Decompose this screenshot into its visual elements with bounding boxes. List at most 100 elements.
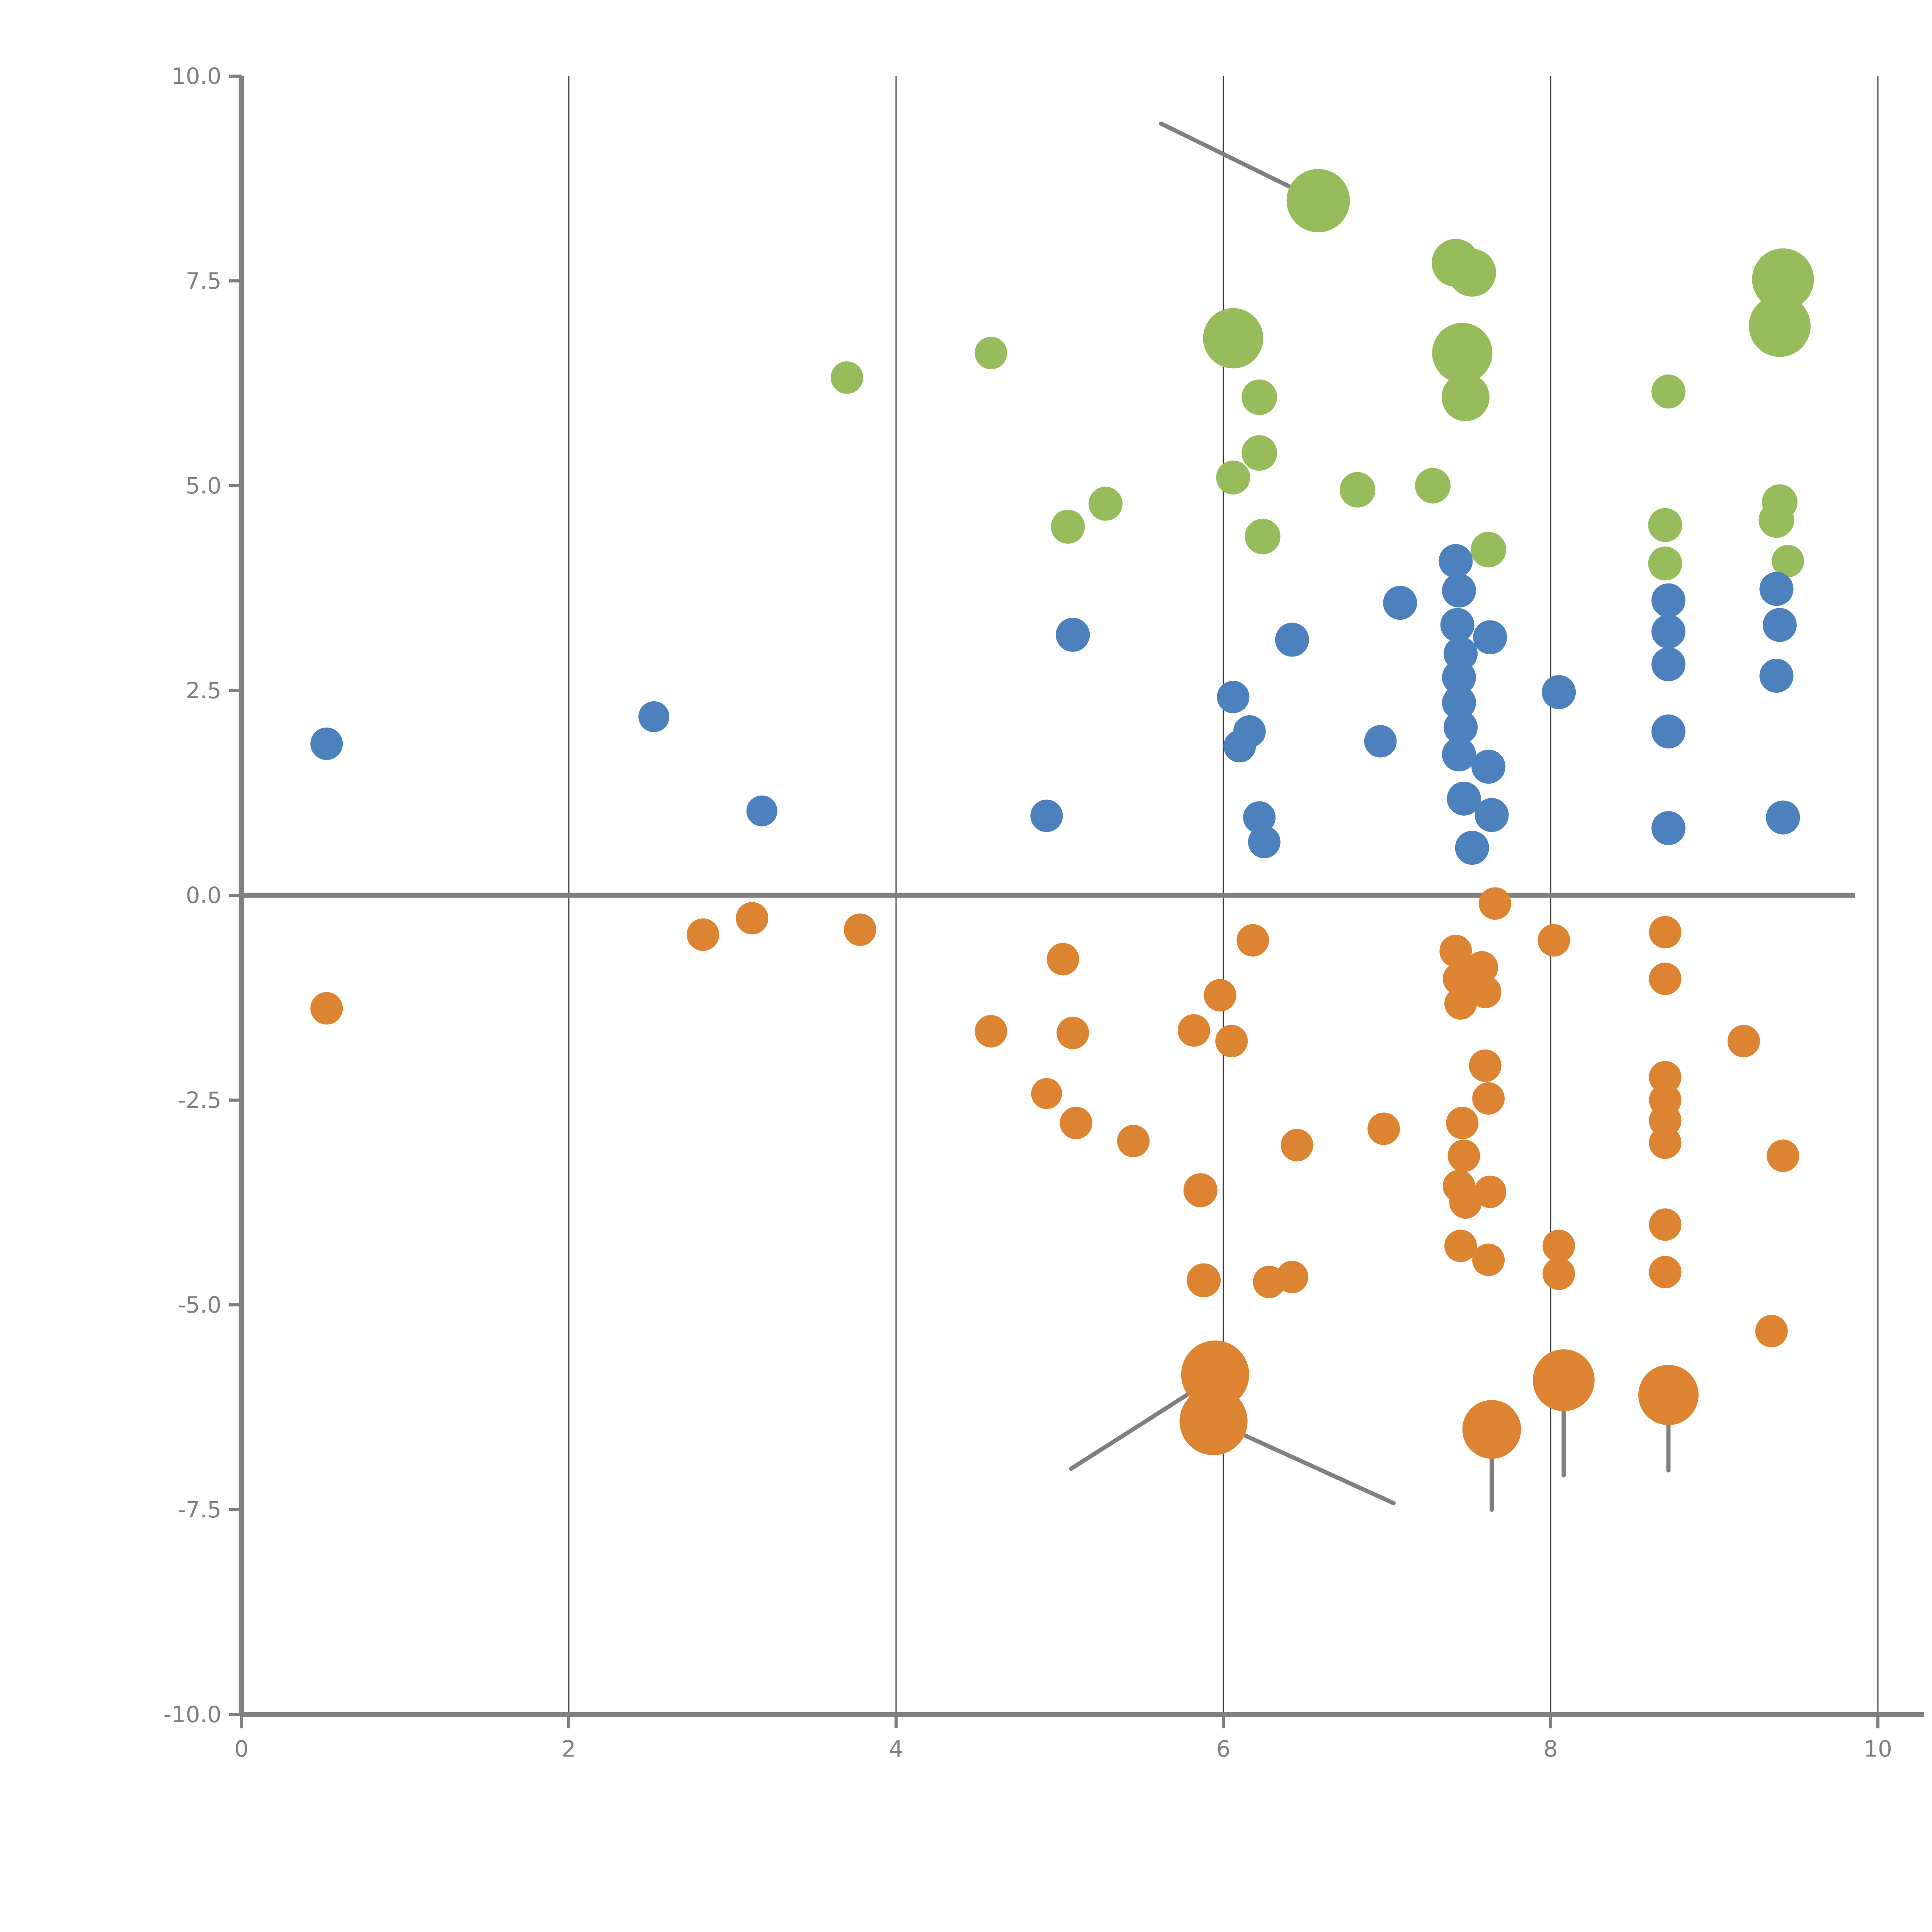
- data-point-blue-13[interactable]: [1439, 544, 1473, 578]
- data-point-green-14[interactable]: [1432, 323, 1493, 383]
- data-point-green-7[interactable]: [1242, 435, 1277, 471]
- data-point-orange-34[interactable]: [1474, 1175, 1507, 1208]
- data-point-blue-21[interactable]: [1447, 781, 1481, 816]
- data-point-orange-0[interactable]: [310, 992, 343, 1025]
- data-point-orange-4[interactable]: [975, 1015, 1007, 1048]
- data-point-blue-11[interactable]: [1364, 725, 1397, 758]
- data-point-green-10[interactable]: [1340, 472, 1376, 508]
- data-point-orange-21[interactable]: [1367, 1112, 1400, 1145]
- data-point-orange-39[interactable]: [1543, 1230, 1575, 1262]
- data-point-blue-25[interactable]: [1475, 798, 1509, 832]
- data-point-green-0[interactable]: [830, 361, 863, 394]
- data-point-orange-6[interactable]: [1046, 943, 1079, 976]
- data-point-orange-14[interactable]: [1179, 1387, 1248, 1456]
- data-point-green-13[interactable]: [1448, 248, 1496, 297]
- data-point-green-21[interactable]: [1748, 295, 1811, 357]
- data-point-green-2[interactable]: [1051, 510, 1085, 544]
- data-point-green-8[interactable]: [1245, 519, 1281, 554]
- data-point-blue-35[interactable]: [1766, 800, 1800, 835]
- data-point-orange-28[interactable]: [1447, 1139, 1480, 1172]
- data-point-orange-36[interactable]: [1479, 887, 1512, 920]
- data-point-blue-8[interactable]: [1243, 801, 1276, 834]
- data-point-green-15[interactable]: [1441, 373, 1490, 422]
- data-point-blue-0[interactable]: [310, 727, 343, 760]
- data-point-orange-16[interactable]: [1215, 1025, 1248, 1058]
- data-point-orange-53[interactable]: [1755, 1315, 1788, 1347]
- data-point-green-16[interactable]: [1471, 532, 1507, 568]
- data-point-orange-8[interactable]: [1060, 1107, 1092, 1139]
- data-point-green-11[interactable]: [1415, 468, 1451, 503]
- data-point-blue-1[interactable]: [638, 701, 670, 732]
- data-point-orange-52[interactable]: [1767, 1139, 1799, 1172]
- data-point-orange-33[interactable]: [1472, 1082, 1505, 1115]
- data-point-blue-34[interactable]: [1759, 658, 1794, 693]
- data-point-blue-26[interactable]: [1542, 675, 1576, 709]
- data-point-orange-1[interactable]: [687, 918, 719, 951]
- data-point-blue-4[interactable]: [1056, 617, 1090, 652]
- data-point-orange-2[interactable]: [736, 902, 769, 935]
- data-point-green-23[interactable]: [1759, 502, 1794, 538]
- data-point-blue-17[interactable]: [1442, 660, 1476, 695]
- data-point-green-5[interactable]: [1216, 460, 1250, 495]
- data-point-orange-9[interactable]: [1117, 1125, 1150, 1157]
- data-point-blue-19[interactable]: [1444, 710, 1478, 745]
- series-orange-points[interactable]: [310, 887, 1799, 1459]
- data-point-orange-15[interactable]: [1204, 979, 1236, 1012]
- data-point-orange-5[interactable]: [1031, 1078, 1062, 1109]
- data-point-orange-20[interactable]: [1281, 1129, 1313, 1162]
- data-point-orange-51[interactable]: [1727, 1025, 1760, 1058]
- data-point-blue-2[interactable]: [746, 795, 777, 827]
- data-point-orange-38[interactable]: [1537, 924, 1570, 957]
- data-point-blue-22[interactable]: [1455, 831, 1489, 865]
- data-point-orange-37[interactable]: [1462, 1400, 1521, 1459]
- data-point-blue-31[interactable]: [1651, 811, 1685, 845]
- data-point-orange-30[interactable]: [1449, 1186, 1482, 1219]
- data-point-orange-17[interactable]: [1236, 924, 1269, 957]
- data-point-orange-43[interactable]: [1649, 963, 1682, 995]
- data-point-blue-9[interactable]: [1248, 826, 1281, 859]
- data-point-blue-20[interactable]: [1442, 737, 1476, 772]
- data-point-orange-49[interactable]: [1649, 1256, 1682, 1289]
- data-point-blue-32[interactable]: [1759, 572, 1794, 606]
- data-point-blue-15[interactable]: [1440, 608, 1475, 642]
- data-point-blue-14[interactable]: [1442, 573, 1476, 608]
- data-point-green-6[interactable]: [1242, 379, 1277, 415]
- series-green-points[interactable]: [830, 169, 1814, 581]
- data-point-blue-24[interactable]: [1471, 750, 1506, 784]
- data-point-blue-5[interactable]: [1217, 680, 1250, 713]
- data-point-green-18[interactable]: [1648, 508, 1682, 542]
- data-point-orange-3[interactable]: [844, 913, 876, 946]
- series-blue-points[interactable]: [310, 544, 1800, 865]
- data-point-blue-23[interactable]: [1473, 620, 1507, 655]
- data-point-orange-48[interactable]: [1649, 1208, 1682, 1241]
- data-point-blue-30[interactable]: [1651, 714, 1685, 748]
- data-point-blue-7[interactable]: [1233, 715, 1266, 748]
- data-point-blue-10[interactable]: [1275, 622, 1309, 657]
- data-point-orange-19[interactable]: [1276, 1260, 1308, 1293]
- data-point-orange-40[interactable]: [1543, 1257, 1575, 1290]
- data-point-orange-25[interactable]: [1466, 951, 1498, 984]
- data-point-green-9[interactable]: [1286, 169, 1350, 233]
- data-point-blue-12[interactable]: [1383, 586, 1417, 620]
- data-point-orange-32[interactable]: [1469, 1049, 1502, 1082]
- data-point-green-3[interactable]: [1088, 486, 1123, 521]
- data-point-blue-33[interactable]: [1762, 608, 1797, 642]
- data-point-blue-28[interactable]: [1651, 614, 1685, 649]
- data-point-blue-27[interactable]: [1651, 583, 1685, 617]
- data-point-green-17[interactable]: [1651, 374, 1685, 409]
- data-point-orange-50[interactable]: [1638, 1365, 1699, 1425]
- data-point-blue-18[interactable]: [1442, 685, 1476, 720]
- data-point-orange-24[interactable]: [1444, 987, 1477, 1020]
- data-point-orange-7[interactable]: [1056, 1017, 1089, 1049]
- data-point-orange-12[interactable]: [1187, 1263, 1221, 1298]
- data-point-blue-29[interactable]: [1651, 647, 1685, 682]
- data-point-orange-41[interactable]: [1532, 1349, 1595, 1412]
- data-point-orange-31[interactable]: [1444, 1230, 1477, 1262]
- data-point-orange-47[interactable]: [1649, 1126, 1682, 1159]
- data-point-green-1[interactable]: [975, 337, 1007, 369]
- data-point-blue-3[interactable]: [1030, 799, 1063, 832]
- data-point-orange-11[interactable]: [1183, 1173, 1218, 1208]
- data-point-green-24[interactable]: [1772, 545, 1804, 578]
- data-point-orange-44[interactable]: [1649, 1061, 1682, 1094]
- data-point-orange-35[interactable]: [1472, 1243, 1505, 1276]
